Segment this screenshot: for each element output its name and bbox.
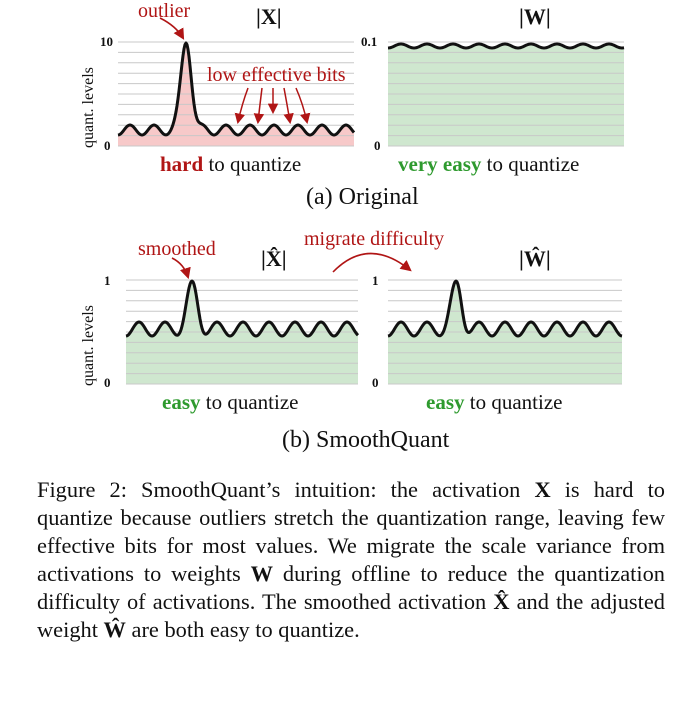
outlier-arrow xyxy=(159,17,185,40)
annotation-migrate-difficulty: migrate difficulty xyxy=(304,228,445,250)
tick-min-x: 0 xyxy=(104,138,111,153)
tick-min-w: 0 xyxy=(374,138,381,153)
caption-text: Figure 2: SmoothQuant’s intuition: the a… xyxy=(37,477,535,502)
caption-symbol-x: X xyxy=(534,477,551,502)
tick-max-x: 10 xyxy=(100,34,113,49)
panel-title-x: |X| xyxy=(256,4,282,29)
caption-symbol-x-hat: X̂ xyxy=(493,589,510,614)
caption-symbol-w-hat: Ŵ xyxy=(103,617,126,642)
panel-original-weight xyxy=(387,41,625,147)
smoothed-arrow xyxy=(171,257,191,280)
annotation-outlier: outlier xyxy=(138,0,191,22)
caption-text: are both easy to quantize. xyxy=(125,617,360,642)
tick-min-x-hat: 0 xyxy=(104,375,111,390)
tick-max-w: 0.1 xyxy=(361,34,378,49)
caption-symbol-w: W xyxy=(250,561,274,586)
difficulty-rest: to quantize xyxy=(469,390,563,414)
signal-curve xyxy=(387,42,625,50)
panel-title-x-hat: |X̂| xyxy=(261,246,287,271)
tick-min-w-hat: 0 xyxy=(372,375,379,390)
y-axis-label-top: quant. levels xyxy=(80,67,97,148)
migrate-arrow xyxy=(332,252,412,273)
y-axis-label-bottom: quant. levels xyxy=(80,305,97,386)
panel-smoothed-weight xyxy=(387,279,623,385)
difficulty-label-x: hard to quantize xyxy=(160,152,301,177)
low-bits-arrows xyxy=(234,87,311,125)
tick-max-w-hat: 1 xyxy=(372,273,379,288)
difficulty-label-x-hat: easy to quantize xyxy=(162,390,298,415)
caption-text: and the adjusted weight xyxy=(37,589,665,642)
panel-smoothed-activation xyxy=(125,279,360,385)
difficulty-word: easy xyxy=(426,390,465,414)
area-fill xyxy=(118,43,354,146)
tick-max-x-hat: 1 xyxy=(104,273,111,288)
annotation-smoothed: smoothed xyxy=(138,238,216,260)
difficulty-rest: to quantize xyxy=(486,152,580,176)
figure-caption: Figure 2: SmoothQuant’s intuition: the a… xyxy=(37,476,665,644)
subcaption-original: (a) Original xyxy=(306,184,419,210)
subcaption-smoothquant: (b) SmoothQuant xyxy=(282,427,450,453)
signal-curve xyxy=(117,41,356,137)
difficulty-label-w-hat: easy to quantize xyxy=(426,390,562,415)
annotation-low-effective-bits: low effective bits xyxy=(207,64,346,86)
difficulty-label-w: very easy to quantize xyxy=(398,152,579,177)
difficulty-word: very easy xyxy=(398,152,482,176)
panel-title-w-hat: |Ŵ| xyxy=(519,246,551,271)
signal-curve xyxy=(125,279,360,338)
difficulty-rest: to quantize xyxy=(208,152,302,176)
panel-title-w: |W| xyxy=(519,4,551,29)
panel-original-activation xyxy=(117,41,356,147)
signal-curve xyxy=(387,279,623,338)
difficulty-word: easy xyxy=(162,390,201,414)
area-fill xyxy=(388,44,624,146)
caption-text: during offline to reduce the quantizatio… xyxy=(37,561,665,614)
difficulty-word: hard xyxy=(160,152,204,176)
difficulty-rest: to quantize xyxy=(205,390,299,414)
caption-text: is hard to quantize because outliers str… xyxy=(37,477,665,586)
